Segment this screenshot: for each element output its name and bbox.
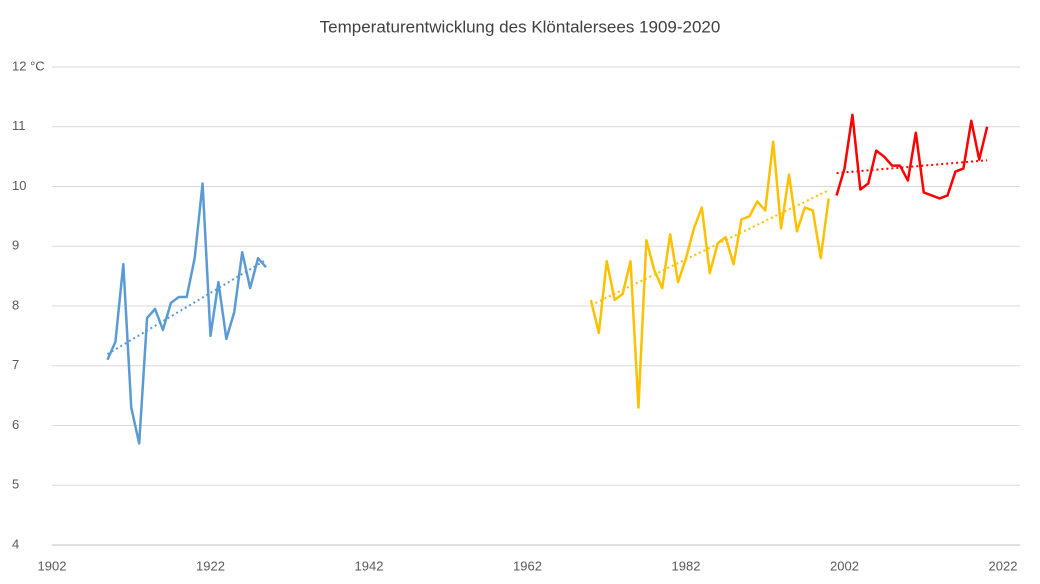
y-tick-label: 7 <box>12 357 19 372</box>
y-tick-label: 8 <box>12 297 19 312</box>
y-tick-label: 6 <box>12 417 19 432</box>
y-tick-label: 11 <box>12 118 26 133</box>
y-tick-label: 10 <box>12 178 26 193</box>
x-tick-label: 1922 <box>196 558 225 573</box>
x-tick-label: 1942 <box>355 558 384 573</box>
x-tick-label: 2022 <box>989 558 1018 573</box>
chart-title: Temperaturentwicklung des Klöntalersees … <box>320 17 721 36</box>
x-tick-label: 1962 <box>513 558 542 573</box>
x-tick-label: 2002 <box>830 558 859 573</box>
x-tick-label: 1902 <box>38 558 67 573</box>
y-tick-label: 9 <box>12 238 19 253</box>
line-series <box>589 140 830 409</box>
y-tick-label: 5 <box>12 477 19 492</box>
line-series <box>106 182 267 445</box>
trendline <box>590 189 830 307</box>
trendline <box>836 159 988 175</box>
y-tick-label: 4 <box>12 536 19 551</box>
y-tick-label: 12 °C <box>12 58 45 73</box>
trendline <box>106 259 267 355</box>
x-tick-label: 1982 <box>672 558 701 573</box>
line-series <box>835 113 989 200</box>
